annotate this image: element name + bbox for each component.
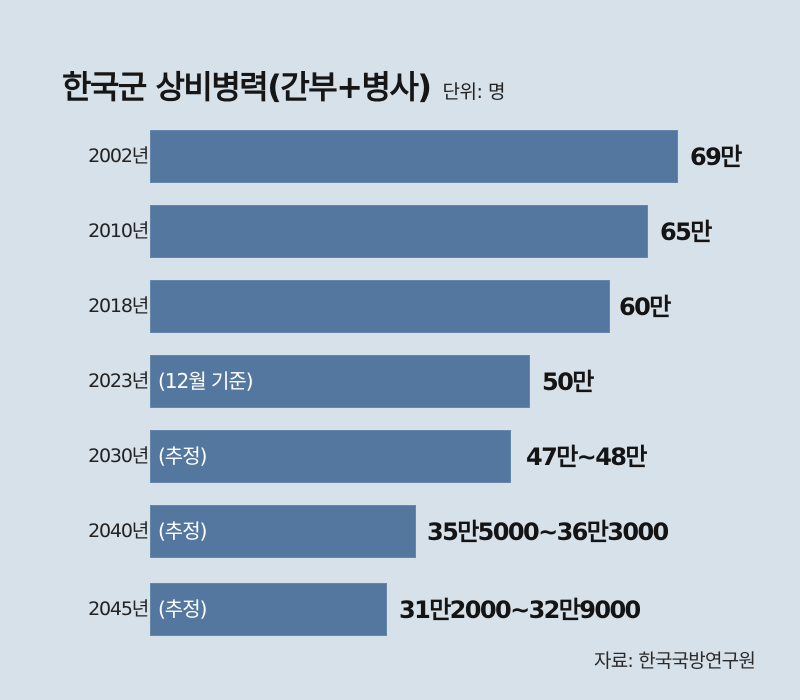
value-label: 60만 <box>619 293 671 321</box>
chart-title: 한국군 상비병력(간부+병사) <box>62 68 432 106</box>
bar-2045: (추정) <box>150 583 387 636</box>
year-label: 2045년 <box>88 598 149 620</box>
bar-2010 <box>150 205 648 258</box>
bar-row-2018: 2018년 60만 <box>0 280 800 333</box>
year-label: 2023년 <box>88 370 149 392</box>
bar-2023: (12월 기준) <box>150 355 530 408</box>
bar-2040: (추정) <box>150 505 416 558</box>
bar-2030: (추정) <box>150 430 511 483</box>
year-label: 2040년 <box>88 520 149 542</box>
value-label: 31만2000~32만9000 <box>399 596 641 624</box>
unit-label: 단위: 명 <box>442 81 506 103</box>
bar-2002 <box>150 130 678 183</box>
bar-note: (추정) <box>158 519 207 543</box>
bar-2018 <box>150 280 610 333</box>
bar-note: (12월 기준) <box>158 369 254 393</box>
bar-row-2023: 2023년 (12월 기준) 50만 <box>0 355 800 408</box>
value-label: 69만 <box>690 143 742 171</box>
bar-note: (추정) <box>158 597 207 621</box>
source-credit: 자료: 한국국방연구원 <box>594 650 756 672</box>
bar-note: (추정) <box>158 444 207 468</box>
bar-row-2030: 2030년 (추정) 47만~48만 <box>0 430 800 483</box>
value-label: 65만 <box>660 218 712 246</box>
chart-header: 한국군 상비병력(간부+병사) 단위: 명 <box>62 62 505 108</box>
bar-row-2002: 2002년 69만 <box>0 130 800 183</box>
value-label: 35만5000~36만3000 <box>427 518 669 546</box>
year-label: 2018년 <box>88 295 149 317</box>
year-label: 2002년 <box>88 145 149 167</box>
value-label: 50만 <box>542 368 594 396</box>
bar-row-2045: 2045년 (추정) 31만2000~32만9000 <box>0 583 800 636</box>
year-label: 2030년 <box>88 445 149 467</box>
bar-row-2010: 2010년 65만 <box>0 205 800 258</box>
value-label: 47만~48만 <box>526 443 647 471</box>
bar-row-2040: 2040년 (추정) 35만5000~36만3000 <box>0 505 800 558</box>
year-label: 2010년 <box>88 220 149 242</box>
